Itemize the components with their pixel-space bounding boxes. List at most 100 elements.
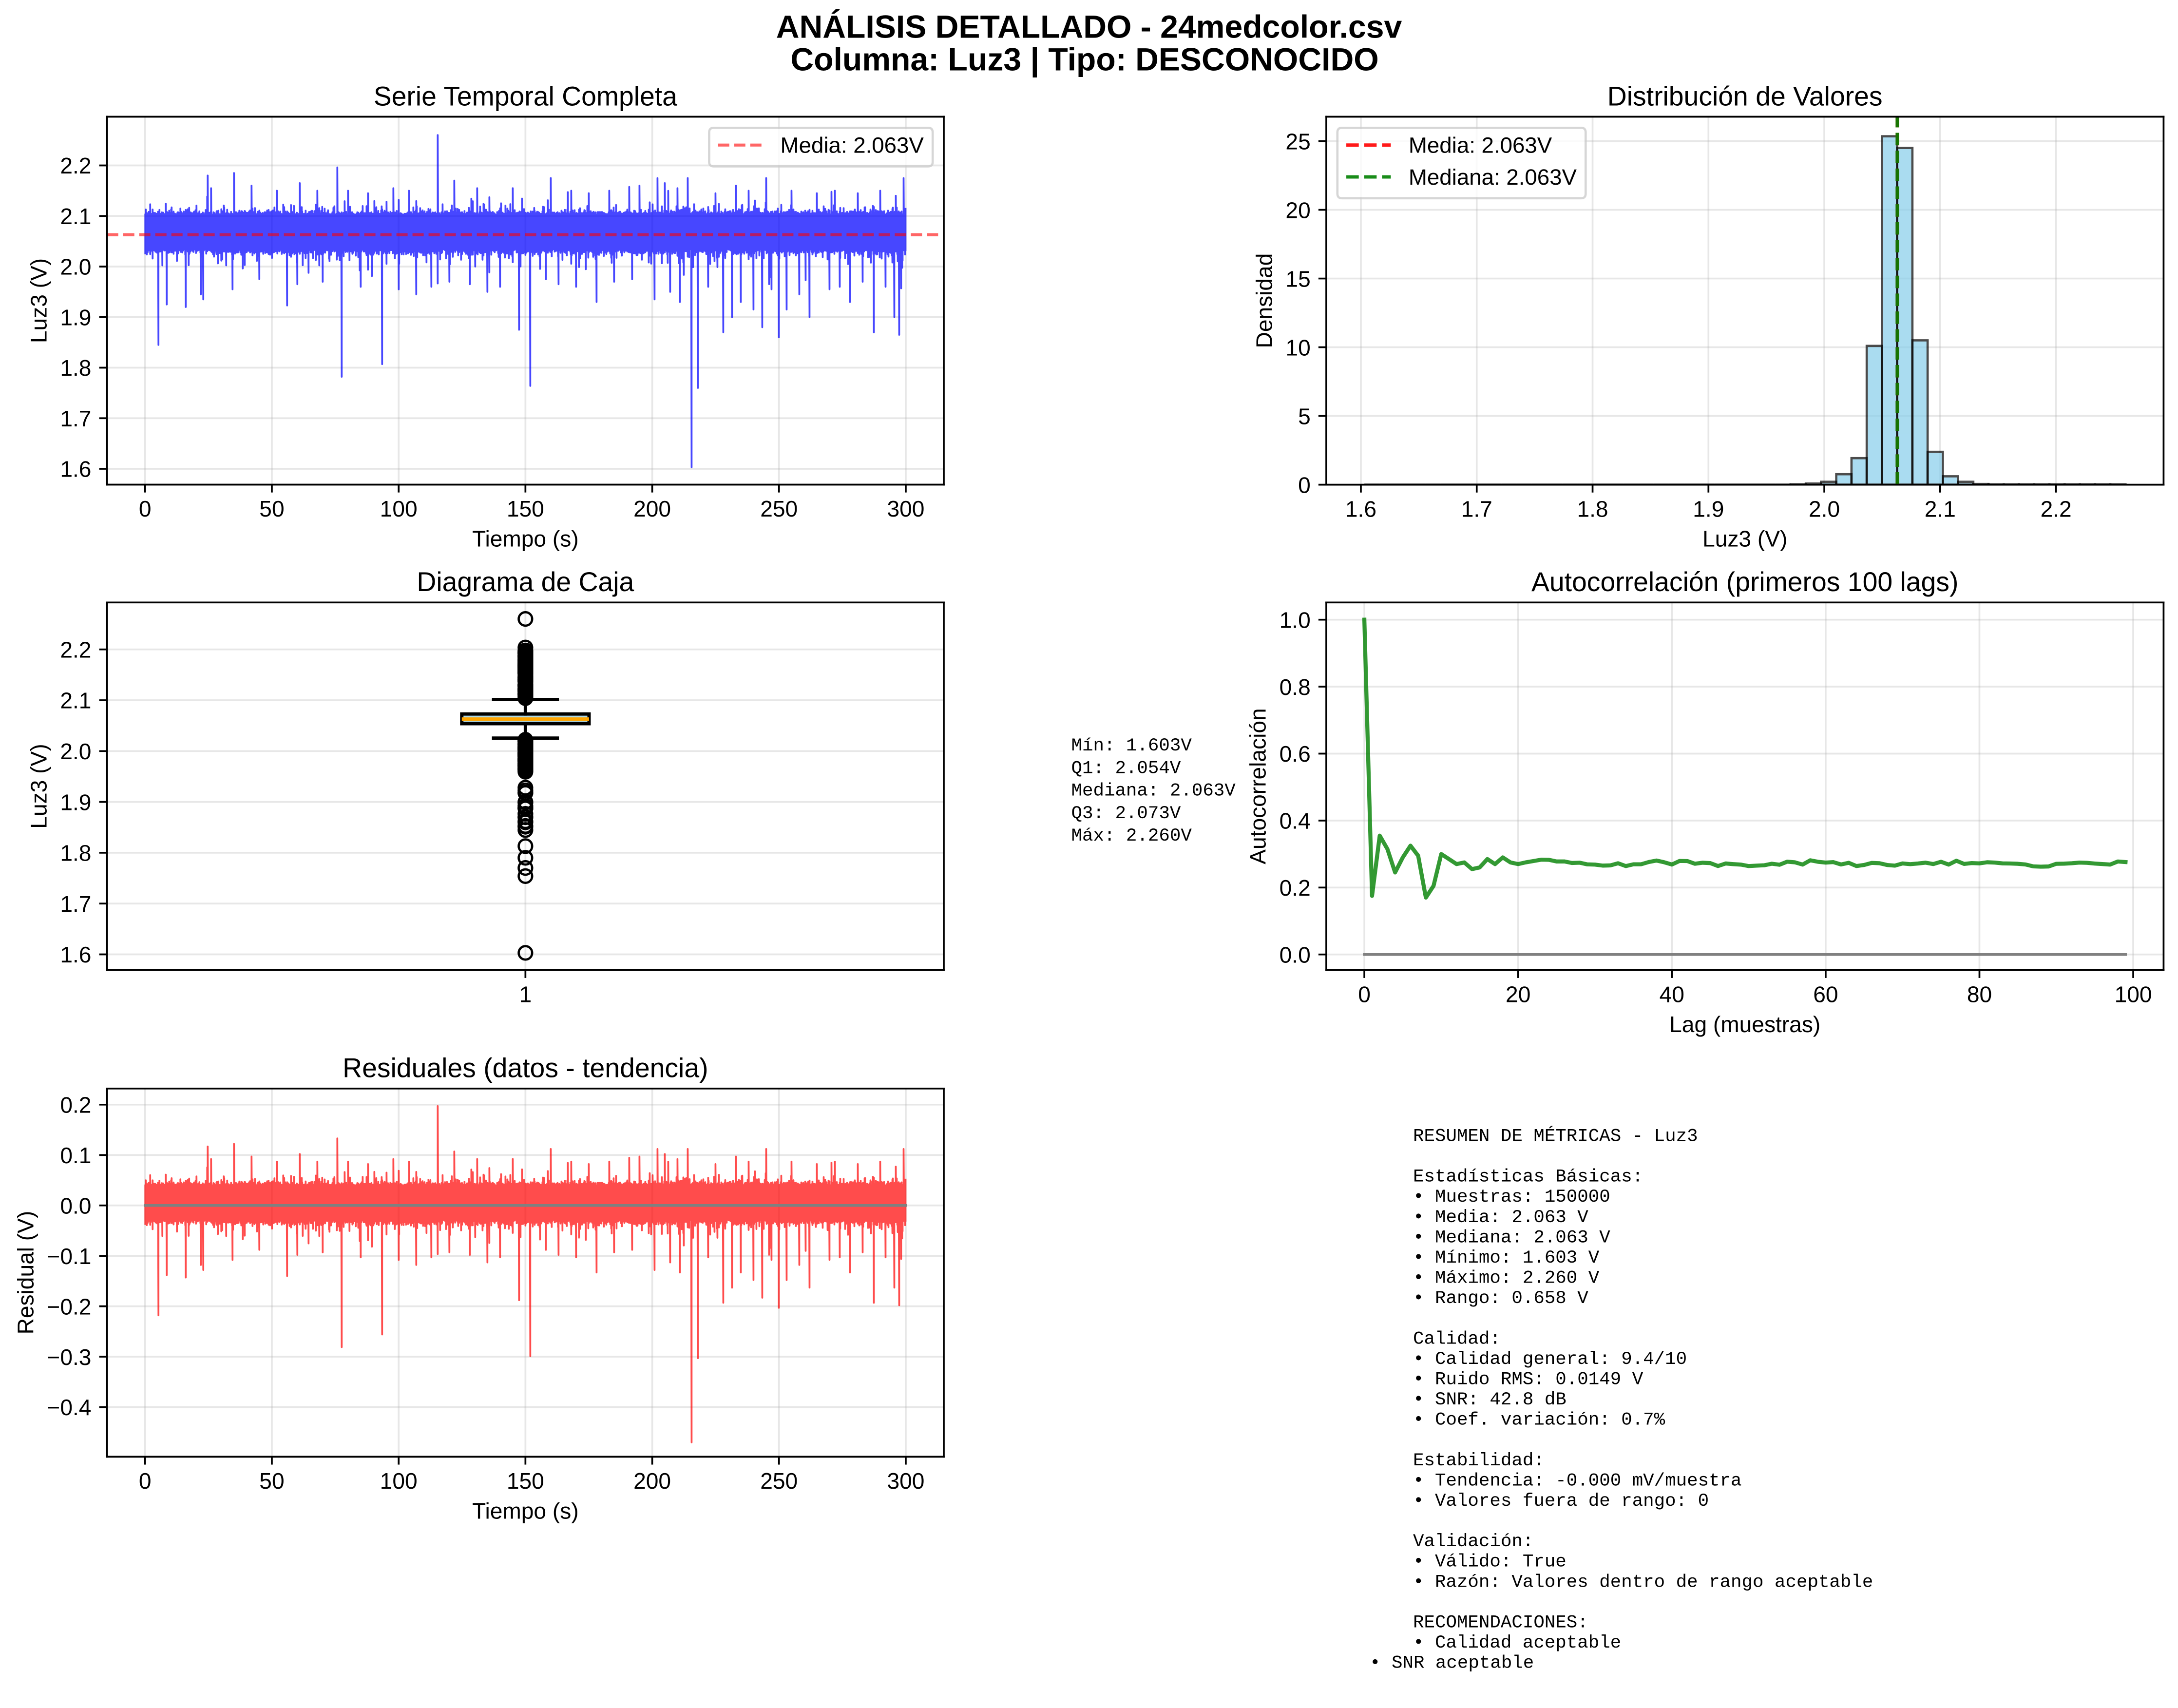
svg-text:1: 1 — [519, 981, 532, 1007]
svg-text:1.9: 1.9 — [60, 305, 91, 330]
svg-text:150: 150 — [507, 1468, 544, 1494]
svg-text:1.9: 1.9 — [1693, 496, 1724, 521]
svg-text:• Razón: Valores dentro de ran: • Razón: Valores dentro de rango aceptab… — [1413, 1572, 1873, 1593]
svg-text:2.1: 2.1 — [1925, 496, 1956, 521]
svg-text:2.0: 2.0 — [60, 254, 91, 280]
svg-text:20: 20 — [1285, 197, 1310, 223]
svg-text:0: 0 — [139, 1468, 152, 1494]
svg-text:Máx: 2.260V: Máx: 2.260V — [1071, 826, 1192, 846]
svg-text:• Coef. variación: 0.7%: • Coef. variación: 0.7% — [1413, 1410, 1665, 1431]
svg-text:2.1: 2.1 — [60, 204, 91, 229]
svg-text:• Máximo: 2.260 V: • Máximo: 2.260 V — [1413, 1268, 1600, 1289]
svg-text:−0.3: −0.3 — [47, 1344, 91, 1370]
svg-text:1.9: 1.9 — [60, 789, 91, 815]
svg-text:20: 20 — [1506, 981, 1530, 1007]
svg-text:2.2: 2.2 — [60, 637, 91, 662]
svg-text:−0.1: −0.1 — [47, 1244, 91, 1269]
svg-text:• Calidad general: 9.4/10: • Calidad general: 9.4/10 — [1413, 1349, 1687, 1370]
svg-text:0.6: 0.6 — [1280, 741, 1311, 767]
svg-text:0.2: 0.2 — [60, 1093, 91, 1118]
svg-text:• Media: 2.063 V: • Media: 2.063 V — [1413, 1208, 1588, 1228]
svg-text:1.7: 1.7 — [60, 891, 91, 917]
svg-text:200: 200 — [633, 1468, 671, 1494]
svg-text:RESUMEN DE MÉTRICAS - Luz3: RESUMEN DE MÉTRICAS - Luz3 — [1413, 1126, 1698, 1147]
svg-text:Estadísticas Básicas:: Estadísticas Básicas: — [1413, 1167, 1643, 1188]
svg-text:Densidad: Densidad — [1251, 253, 1277, 348]
svg-text:RECOMENDACIONES:: RECOMENDACIONES: — [1413, 1612, 1588, 1633]
svg-text:250: 250 — [760, 496, 798, 521]
svg-text:Q3: 2.073V: Q3: 2.073V — [1071, 804, 1181, 824]
svg-text:• Válido: True: • Válido: True — [1413, 1552, 1567, 1573]
svg-text:Estabilidad:: Estabilidad: — [1413, 1451, 1545, 1471]
svg-text:Mediana: 2.063V: Mediana: 2.063V — [1071, 781, 1236, 802]
svg-text:• SNR: 42.8 dB: • SNR: 42.8 dB — [1413, 1390, 1567, 1410]
svg-text:Columna: Luz3 | Tipo: DESCONOC: Columna: Luz3 | Tipo: DESCONOCIDO — [790, 42, 1378, 78]
svg-text:• Calidad aceptable: • Calidad aceptable — [1413, 1633, 1621, 1653]
svg-text:100: 100 — [380, 1468, 418, 1494]
svg-text:Lag (muestras): Lag (muestras) — [1669, 1012, 1820, 1037]
svg-text:300: 300 — [887, 1468, 924, 1494]
svg-text:60: 60 — [1813, 981, 1838, 1007]
svg-text:• Mínimo: 1.603 V: • Mínimo: 1.603 V — [1413, 1248, 1600, 1268]
svg-text:0.1: 0.1 — [60, 1143, 91, 1168]
svg-text:250: 250 — [760, 1468, 798, 1494]
svg-text:Tiempo (s): Tiempo (s) — [472, 526, 579, 552]
svg-text:Distribución de Valores: Distribución de Valores — [1607, 81, 1883, 111]
svg-text:15: 15 — [1285, 266, 1310, 291]
svg-text:1.6: 1.6 — [1345, 496, 1376, 521]
svg-text:Media: 2.063V: Media: 2.063V — [1409, 133, 1552, 158]
svg-text:−0.2: −0.2 — [47, 1294, 91, 1319]
svg-text:Calidad:: Calidad: — [1413, 1329, 1501, 1349]
svg-text:1.7: 1.7 — [60, 406, 91, 431]
svg-text:300: 300 — [887, 496, 924, 521]
svg-text:0: 0 — [139, 496, 152, 521]
svg-text:Mediana: 2.063V: Mediana: 2.063V — [1409, 165, 1577, 190]
svg-text:• Tendencia: -0.000 mV/muestra: • Tendencia: -0.000 mV/muestra — [1413, 1471, 1742, 1491]
svg-text:150: 150 — [507, 496, 544, 521]
svg-text:• Rango: 0.658 V: • Rango: 0.658 V — [1413, 1288, 1588, 1309]
svg-text:−0.4: −0.4 — [47, 1395, 91, 1420]
svg-text:100: 100 — [2115, 981, 2152, 1007]
svg-text:Autocorrelación (primeros 100: Autocorrelación (primeros 100 lags) — [1531, 567, 1958, 597]
svg-text:25: 25 — [1285, 129, 1310, 154]
svg-text:Residuales (datos - tendencia): Residuales (datos - tendencia) — [343, 1053, 708, 1083]
svg-text:0.4: 0.4 — [1280, 808, 1311, 834]
svg-text:2.2: 2.2 — [2041, 496, 2072, 521]
svg-text:Q1: 2.054V: Q1: 2.054V — [1071, 758, 1181, 779]
svg-text:0.8: 0.8 — [1280, 674, 1311, 700]
svg-text:Diagrama de Caja: Diagrama de Caja — [417, 567, 634, 597]
svg-text:1.6: 1.6 — [60, 942, 91, 967]
svg-text:0.0: 0.0 — [1280, 942, 1311, 967]
svg-text:Media: 2.063V: Media: 2.063V — [781, 133, 924, 158]
svg-text:• Mediana: 2.063 V: • Mediana: 2.063 V — [1413, 1228, 1610, 1248]
svg-text:0.2: 0.2 — [1280, 875, 1311, 901]
svg-text:ANÁLISIS DETALLADO - 24medcolo: ANÁLISIS DETALLADO - 24medcolor.csv — [776, 9, 1402, 45]
svg-text:1.8: 1.8 — [60, 355, 91, 381]
svg-text:Luz3 (V): Luz3 (V) — [1702, 526, 1787, 552]
svg-text:• Ruido RMS: 0.0149 V: • Ruido RMS: 0.0149 V — [1413, 1369, 1643, 1390]
svg-text:Validación:: Validación: — [1413, 1532, 1533, 1552]
svg-text:50: 50 — [259, 496, 284, 521]
svg-text:10: 10 — [1285, 335, 1310, 360]
svg-text:Autocorrelación: Autocorrelación — [1245, 708, 1271, 864]
svg-text:2.2: 2.2 — [60, 153, 91, 178]
svg-text:Mín: 1.603V: Mín: 1.603V — [1071, 736, 1192, 756]
svg-text:5: 5 — [1298, 403, 1311, 429]
svg-text:• Valores fuera de rango: 0: • Valores fuera de rango: 0 — [1413, 1491, 1709, 1512]
svg-text:1.7: 1.7 — [1461, 496, 1492, 521]
svg-text:1.6: 1.6 — [60, 457, 91, 482]
svg-text:Luz3 (V): Luz3 (V) — [26, 744, 51, 828]
svg-text:200: 200 — [633, 496, 671, 521]
svg-text:1.8: 1.8 — [60, 841, 91, 866]
svg-text:Residual (V): Residual (V) — [13, 1211, 38, 1335]
svg-text:• Muestras: 150000: • Muestras: 150000 — [1413, 1187, 1610, 1208]
svg-text:0: 0 — [1358, 981, 1371, 1007]
svg-text:2.0: 2.0 — [60, 739, 91, 764]
svg-text:2.1: 2.1 — [60, 688, 91, 713]
svg-text:80: 80 — [1967, 981, 1992, 1007]
svg-text:1.0: 1.0 — [1280, 607, 1311, 633]
svg-text:• SNR aceptable: • SNR aceptable — [1370, 1653, 1534, 1674]
svg-text:Serie Temporal Completa: Serie Temporal Completa — [374, 81, 677, 111]
svg-text:0: 0 — [1298, 472, 1311, 498]
svg-text:0.0: 0.0 — [60, 1193, 91, 1218]
